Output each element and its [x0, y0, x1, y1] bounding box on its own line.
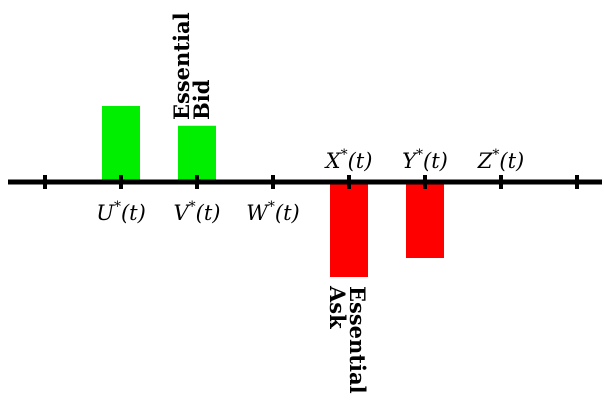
essential-ask-line2: Ask: [325, 285, 350, 329]
essential-bid-line2: Bid: [189, 79, 214, 120]
label-X: X*(t): [324, 147, 373, 173]
label-Y: Y*(t): [402, 147, 448, 173]
bar-U: [102, 106, 140, 182]
label-Z: Z*(t): [477, 147, 524, 173]
label-W: W*(t): [246, 199, 299, 225]
bars-layer: [102, 106, 444, 277]
label-V: V*(t): [174, 199, 221, 225]
essential-bid-line1: Essential: [169, 12, 194, 120]
essential-ask-line1: Essential: [345, 286, 370, 394]
label-U: U*(t): [96, 199, 146, 225]
essential-ask-annotation: Essential Ask: [325, 285, 370, 394]
bar-X: [330, 182, 368, 277]
bar-V: [178, 125, 216, 182]
labels-layer: U*(t) V*(t) W*(t) X*(t) Y*(t) Z*(t): [96, 147, 524, 225]
bar-Y: [406, 182, 444, 258]
essential-bid-annotation: Essential Bid: [169, 12, 214, 120]
ticks-layer: [43, 175, 579, 189]
